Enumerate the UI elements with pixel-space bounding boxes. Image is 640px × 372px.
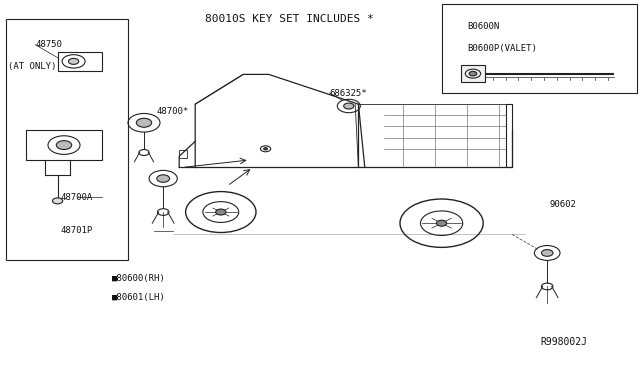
Text: B0600P(VALET): B0600P(VALET) xyxy=(467,44,537,53)
Circle shape xyxy=(136,118,152,127)
Text: ■80600(RH): ■80600(RH) xyxy=(112,275,166,283)
Circle shape xyxy=(264,148,268,150)
Circle shape xyxy=(436,220,447,226)
Text: 48700A: 48700A xyxy=(61,193,93,202)
Circle shape xyxy=(56,141,72,150)
Ellipse shape xyxy=(466,67,475,74)
Bar xyxy=(442,4,637,93)
Bar xyxy=(179,150,187,158)
Bar xyxy=(461,65,485,82)
Circle shape xyxy=(216,209,226,215)
Bar xyxy=(58,52,102,71)
Text: 48701P: 48701P xyxy=(61,226,93,235)
Circle shape xyxy=(541,250,553,256)
Circle shape xyxy=(68,58,79,64)
Text: B0600N: B0600N xyxy=(467,22,499,31)
Circle shape xyxy=(469,71,477,76)
Circle shape xyxy=(157,175,170,182)
Text: R998002J: R998002J xyxy=(541,337,588,347)
Circle shape xyxy=(52,198,63,204)
Bar xyxy=(6,19,128,260)
Text: 90602: 90602 xyxy=(549,200,576,209)
Bar xyxy=(26,130,102,160)
Text: (AT ONLY): (AT ONLY) xyxy=(8,62,57,71)
Bar xyxy=(506,104,512,167)
Text: 48700*: 48700* xyxy=(157,107,189,116)
Circle shape xyxy=(344,103,354,109)
Text: 48750: 48750 xyxy=(35,40,62,49)
Text: 80010S KEY SET INCLUDES *: 80010S KEY SET INCLUDES * xyxy=(205,14,374,23)
Text: ■80601(LH): ■80601(LH) xyxy=(112,293,166,302)
Text: 686325*: 686325* xyxy=(330,89,367,97)
